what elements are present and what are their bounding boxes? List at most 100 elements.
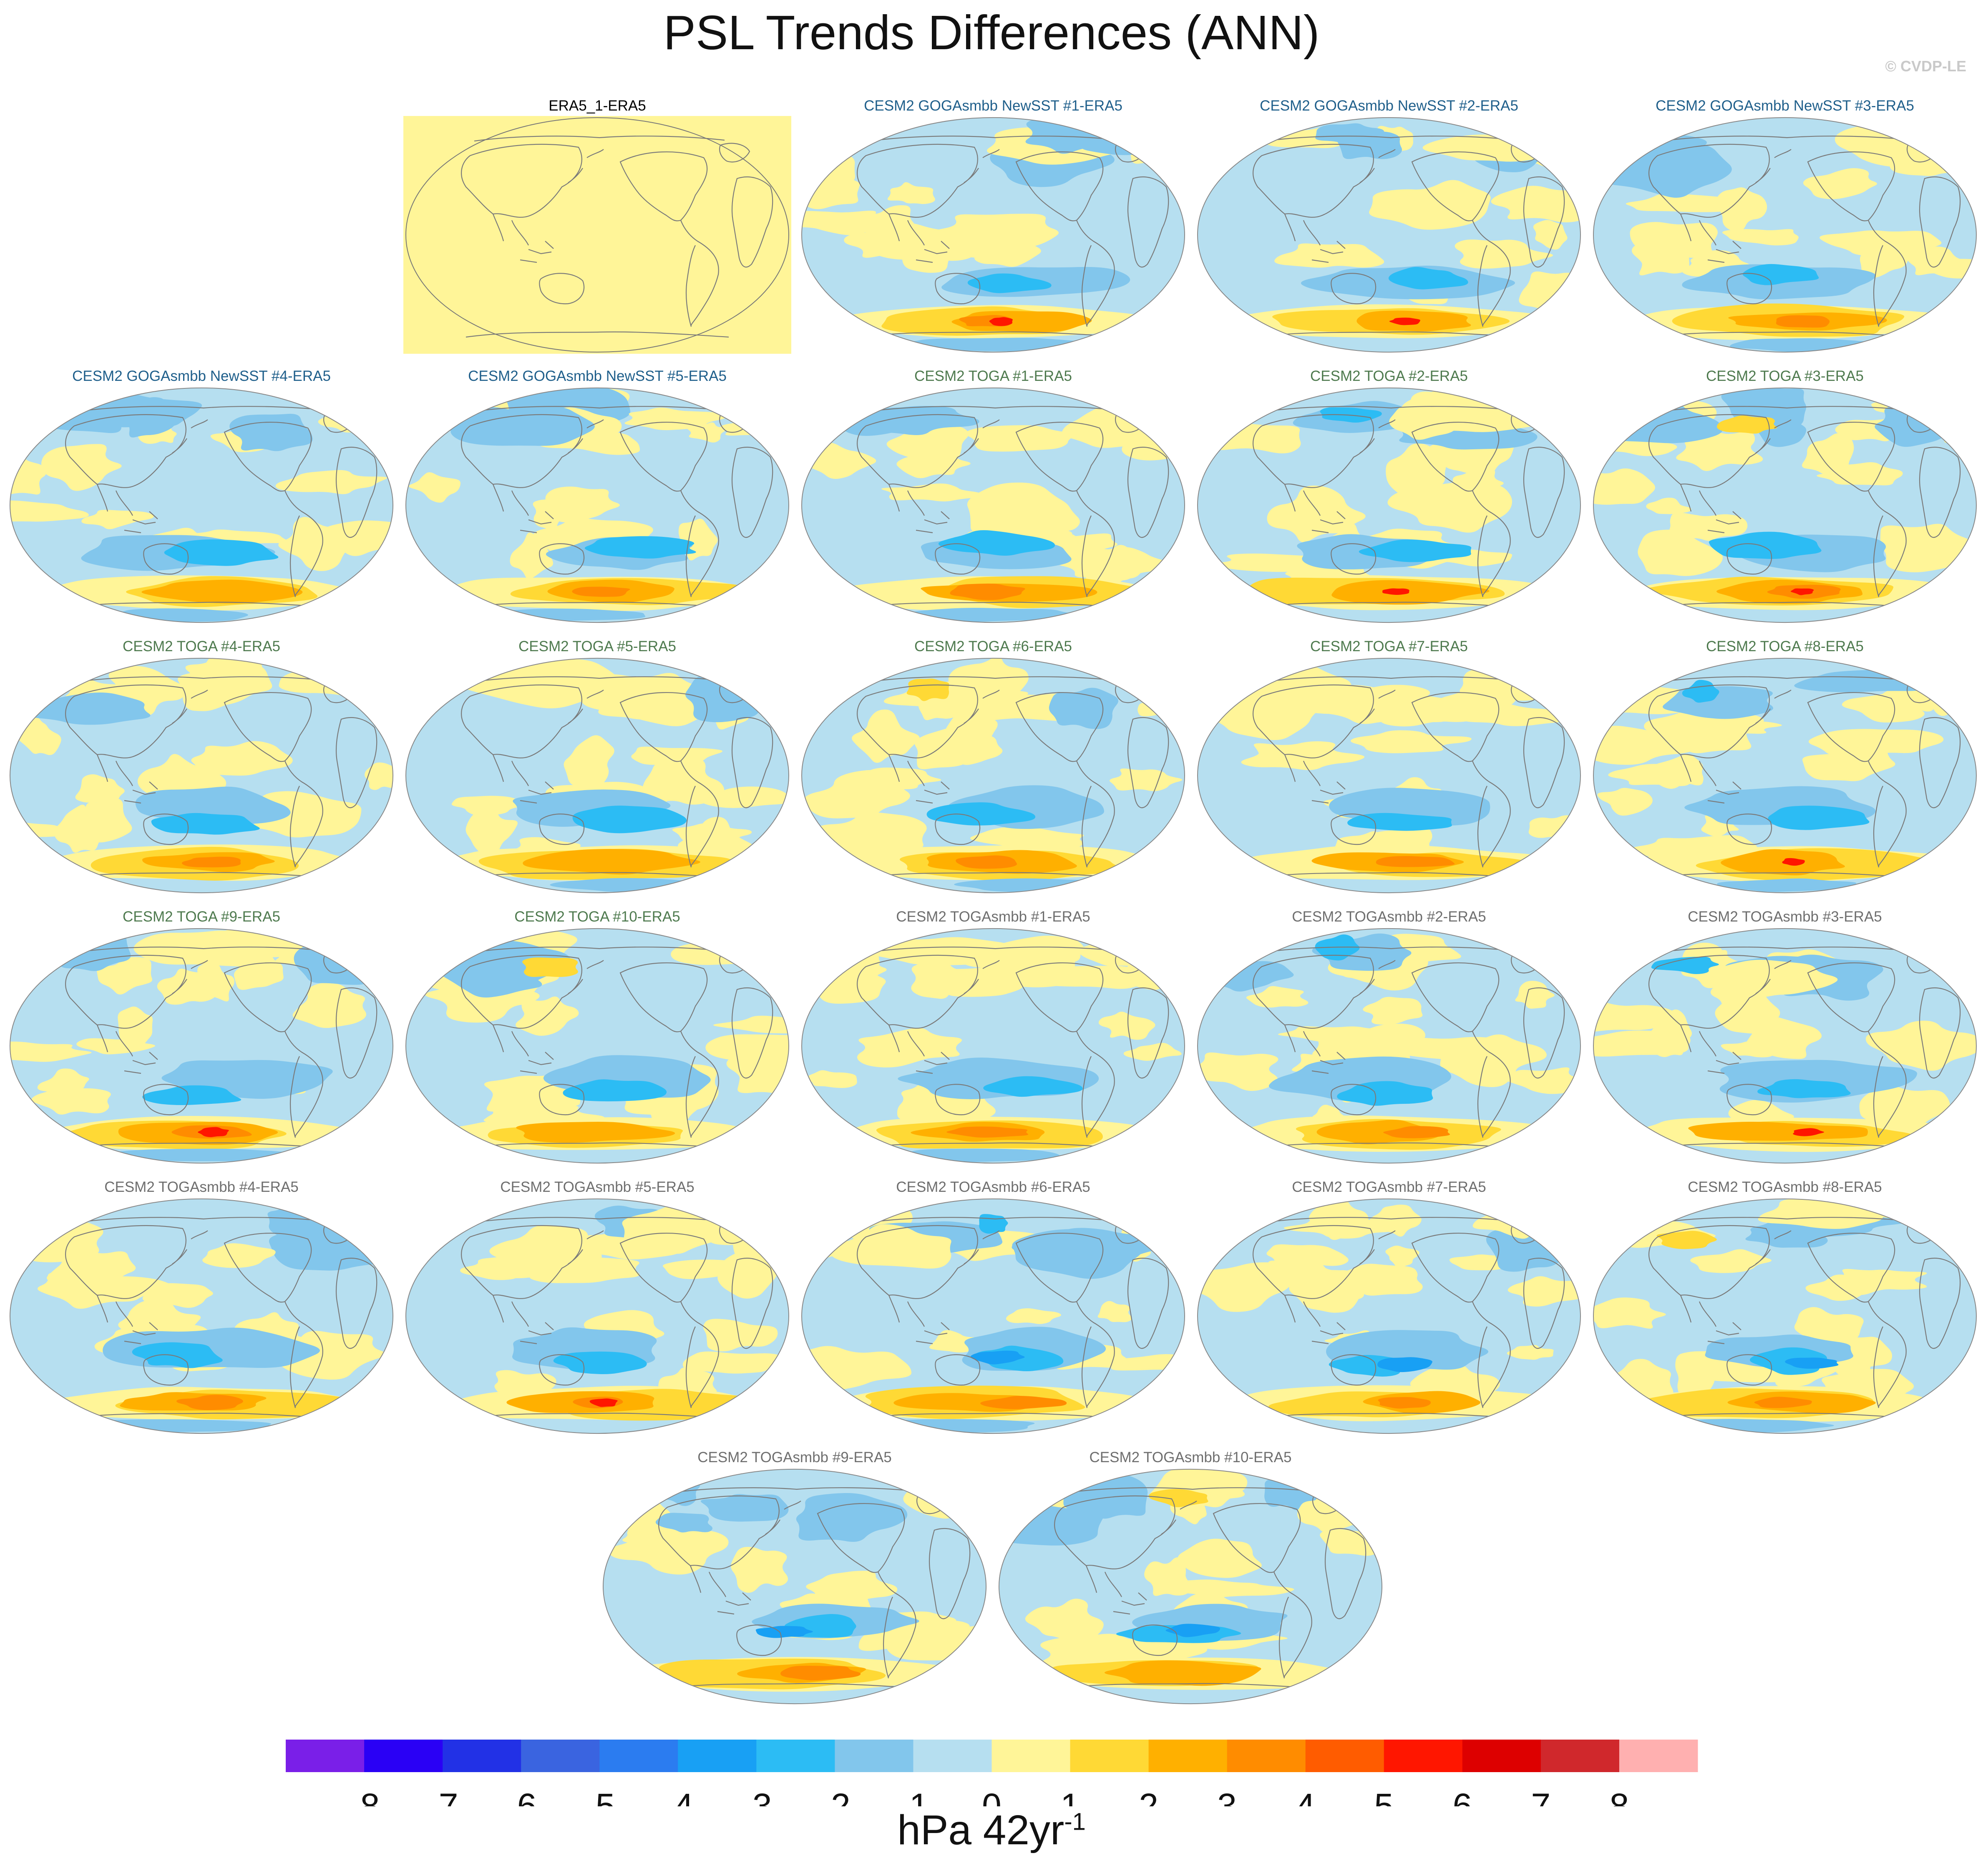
coastline [861, 602, 1125, 608]
coastline [1127, 447, 1169, 538]
map-outline [9, 1199, 394, 1434]
coastline [461, 1225, 582, 1299]
colorbar-swatch [1384, 1740, 1463, 1772]
coastline [1523, 717, 1565, 808]
panel-title: CESM2 TOGAsmbb #2-ERA5 [1292, 909, 1486, 925]
coastline [916, 241, 950, 263]
map-outline [1197, 928, 1581, 1163]
colorbar-swatch [599, 1740, 678, 1772]
trend-contour [906, 678, 949, 701]
coastline [474, 406, 725, 412]
coastline [539, 813, 585, 845]
coastline [65, 684, 186, 758]
map-svg [1593, 117, 1977, 353]
coastline [1266, 676, 1517, 682]
coastline [1076, 1031, 1115, 1138]
coastline [680, 760, 719, 868]
trend-contour [1006, 1308, 1061, 1324]
panel-title: CESM2 TOGA #7-ERA5 [1310, 638, 1468, 655]
map-outline [1593, 1199, 1977, 1434]
trend-contour [703, 1319, 778, 1352]
trend-contour [1722, 229, 1799, 246]
coastline [1284, 1025, 1321, 1057]
coastline [1411, 1232, 1500, 1303]
colorbar-swatch [1148, 1740, 1228, 1772]
panel-title: CESM2 TOGA #3-ERA5 [1706, 368, 1864, 384]
coastline [1266, 406, 1517, 412]
trend-contour [1267, 485, 1366, 543]
coastline [1054, 1495, 1175, 1569]
coastline [680, 1301, 719, 1408]
trend-contour [1388, 267, 1468, 290]
coastline [1661, 947, 1913, 953]
trend-contour [1012, 1229, 1144, 1279]
map-panel: CESM2 TOGAsmbb #9-ERA5 [601, 1448, 989, 1715]
trend-contour [1742, 264, 1819, 285]
coastline [1648, 144, 1770, 218]
trend-contour [1158, 1579, 1294, 1598]
map-panel: CESM2 TOGA #8-ERA5 [1591, 637, 1979, 904]
trend-contour [1593, 1000, 1679, 1035]
trend-contour [572, 587, 630, 597]
coastline [731, 717, 773, 808]
map-svg [1197, 388, 1581, 623]
coastline [1680, 754, 1716, 786]
coastline [520, 1052, 554, 1074]
trend-contour [589, 1398, 618, 1407]
coastline [172, 1230, 208, 1264]
coastline [717, 1592, 751, 1615]
colorbar-tick-label: -8 [349, 1786, 380, 1806]
trend-contour [1631, 243, 1689, 276]
coastline [1213, 1503, 1301, 1573]
colorbar-swatch [1305, 1740, 1384, 1772]
coastline [1867, 1031, 1907, 1138]
coastline [568, 1230, 604, 1264]
coastline [888, 1025, 925, 1057]
coastline [568, 419, 604, 453]
coastline [1726, 273, 1772, 305]
coastline [466, 1413, 729, 1419]
coastline [466, 602, 729, 608]
trend-contour [609, 1522, 729, 1575]
colorbar-swatch [521, 1740, 600, 1772]
trend-contour [157, 968, 219, 1005]
trend-contour [631, 746, 722, 767]
coastline [284, 760, 323, 868]
coastline [474, 1217, 725, 1223]
trend-contour [489, 1225, 602, 1274]
colorbar-tick-label: -7 [427, 1786, 458, 1806]
trend-contour [967, 482, 1080, 535]
trend-contour [510, 532, 553, 579]
coastline [1661, 136, 1913, 142]
coastline [663, 1683, 926, 1690]
trend-contour [1197, 1262, 1291, 1312]
trend-contour [1680, 714, 1721, 746]
colorbar-unit-label: hPa 42yr-1 [0, 1806, 1983, 1854]
trend-contour [1768, 806, 1870, 830]
coastline [1411, 692, 1500, 762]
coastline [172, 690, 208, 724]
coastline [1331, 813, 1377, 845]
map-panel: CESM2 TOGA #2-ERA5 [1195, 367, 1583, 634]
trend-contour [1241, 741, 1365, 770]
map-panel: CESM2 GOGAsmbb NewSST #2-ERA5 [1195, 97, 1583, 364]
coastline [474, 136, 725, 142]
coastline [1324, 1528, 1366, 1619]
coastline [1472, 1031, 1511, 1138]
coastline [1867, 1301, 1907, 1408]
coastline [1359, 149, 1396, 183]
coastline [719, 143, 750, 163]
colorbar: -8 -7 -6 -5 -4 -3 -2 -1 0 1 2 3 4 5 6 7 8 [286, 1740, 1698, 1806]
trend-contour [1369, 1204, 1422, 1237]
trend-contour [191, 741, 293, 776]
coastline [143, 813, 189, 845]
coastline [935, 1354, 981, 1386]
coastline [461, 684, 582, 758]
figure-title: PSL Trends Differences (ANN) [663, 5, 1320, 60]
map-background [403, 116, 791, 354]
coastline [224, 962, 312, 1032]
trend-contour [1865, 1020, 1977, 1071]
map-outline [405, 658, 790, 893]
coastline [1015, 962, 1104, 1032]
coastline [568, 149, 604, 183]
